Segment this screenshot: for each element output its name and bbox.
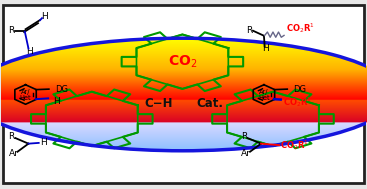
- Text: Ar/: Ar/: [21, 89, 30, 95]
- Text: CO$_2$R$^1$: CO$_2$R$^1$: [286, 21, 315, 35]
- Text: H: H: [53, 97, 60, 106]
- Text: Ar/: Ar/: [259, 89, 269, 95]
- Text: H: H: [26, 47, 33, 56]
- FancyBboxPatch shape: [3, 5, 364, 183]
- Text: H: H: [262, 44, 269, 53]
- Text: R: R: [8, 132, 15, 141]
- Text: CO$_2$: CO$_2$: [168, 53, 197, 70]
- Text: DG: DG: [294, 85, 306, 94]
- Text: Cat.: Cat.: [196, 97, 224, 110]
- Text: R: R: [241, 132, 247, 141]
- Text: R: R: [8, 26, 15, 35]
- Text: Ar: Ar: [241, 149, 251, 158]
- Text: Het: Het: [258, 95, 270, 101]
- Text: Ar: Ar: [9, 149, 19, 158]
- Text: H: H: [40, 138, 47, 147]
- Text: CO$_2$R$^1$: CO$_2$R$^1$: [280, 139, 309, 153]
- Text: DG: DG: [55, 85, 68, 94]
- Text: C−H: C−H: [144, 97, 173, 110]
- Text: CO$_2$R$^1$: CO$_2$R$^1$: [283, 95, 312, 109]
- Text: H: H: [41, 12, 48, 21]
- Text: Het: Het: [20, 95, 31, 101]
- Text: R: R: [246, 26, 252, 35]
